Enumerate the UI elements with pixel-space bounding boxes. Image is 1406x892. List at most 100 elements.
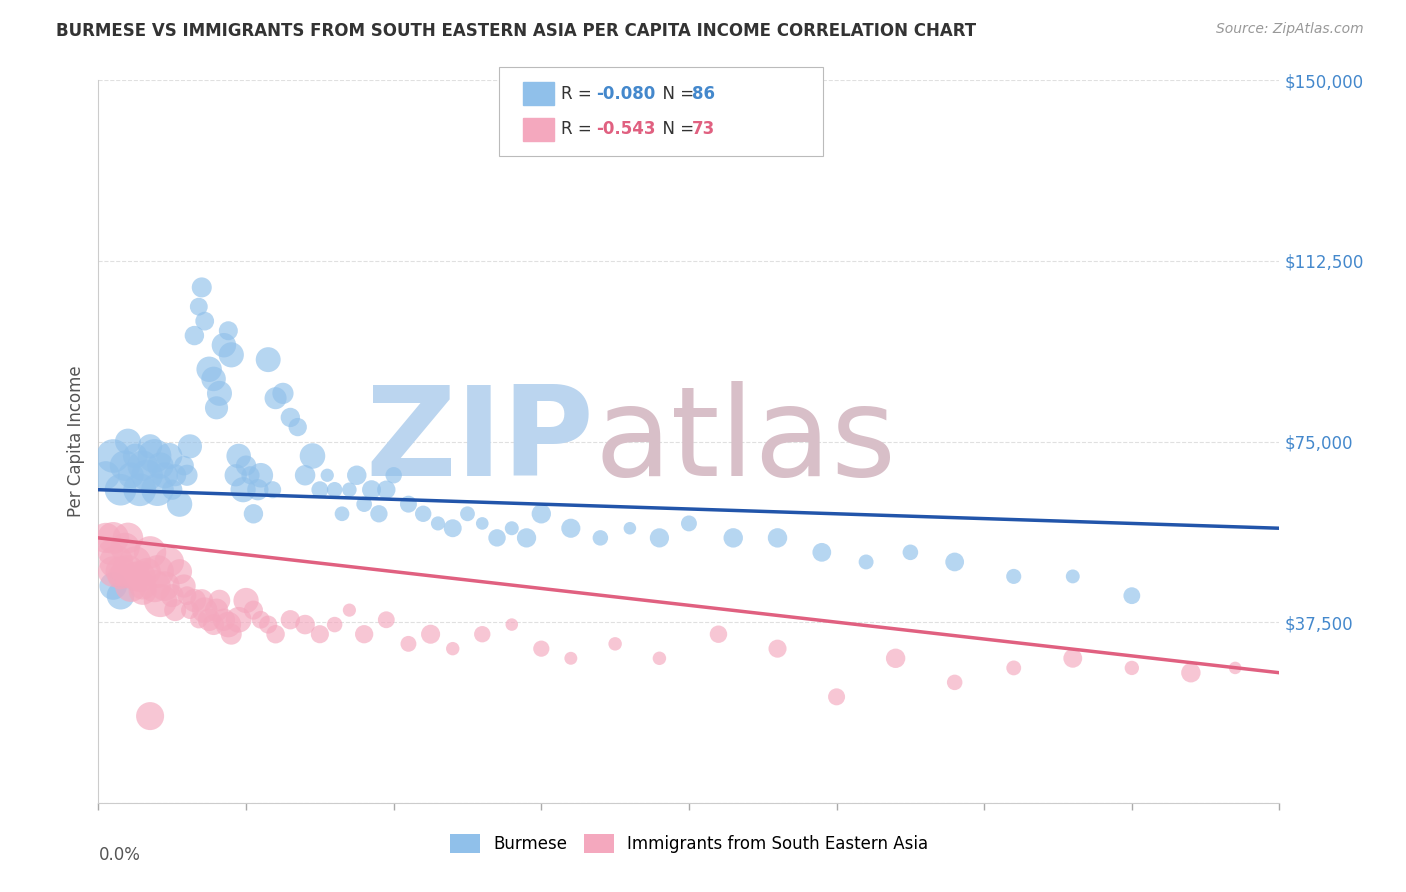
Point xyxy=(139,545,162,559)
Point xyxy=(153,468,176,483)
Point xyxy=(136,565,159,579)
Point xyxy=(280,613,302,627)
Point xyxy=(943,675,966,690)
Point xyxy=(228,613,250,627)
Point xyxy=(165,603,187,617)
Point xyxy=(221,627,243,641)
Point xyxy=(143,579,166,593)
Point xyxy=(128,569,150,583)
Point xyxy=(194,603,217,617)
Point xyxy=(162,483,183,497)
Point xyxy=(114,541,136,555)
Point xyxy=(103,449,125,463)
Point xyxy=(232,483,254,497)
Point xyxy=(103,579,125,593)
Point xyxy=(250,613,273,627)
Point xyxy=(146,565,169,579)
Point xyxy=(117,434,139,449)
Text: atlas: atlas xyxy=(595,381,897,502)
Point xyxy=(120,468,142,483)
Point xyxy=(339,483,361,497)
Point xyxy=(173,579,195,593)
Point xyxy=(855,555,877,569)
Point xyxy=(678,516,700,531)
Point xyxy=(165,468,187,483)
Point xyxy=(98,545,121,559)
Point xyxy=(246,483,269,497)
Text: ZIP: ZIP xyxy=(366,381,595,502)
Point xyxy=(194,314,217,328)
Point xyxy=(217,324,239,338)
Point xyxy=(309,627,332,641)
Point xyxy=(419,627,441,641)
Text: Source: ZipAtlas.com: Source: ZipAtlas.com xyxy=(1216,22,1364,37)
Point xyxy=(176,468,198,483)
Point xyxy=(191,593,214,607)
Point xyxy=(262,483,284,497)
Point xyxy=(530,641,553,656)
Point xyxy=(128,483,150,497)
Point xyxy=(198,362,221,376)
Point xyxy=(132,458,155,473)
Point xyxy=(183,593,205,607)
Point xyxy=(1002,661,1025,675)
Point xyxy=(294,617,316,632)
Point xyxy=(648,651,671,665)
Point xyxy=(132,579,155,593)
Text: BURMESE VS IMMIGRANTS FROM SOUTH EASTERN ASIA PER CAPITA INCOME CORRELATION CHAR: BURMESE VS IMMIGRANTS FROM SOUTH EASTERN… xyxy=(56,22,976,40)
Point xyxy=(316,468,339,483)
Legend: Burmese, Immigrants from South Eastern Asia: Burmese, Immigrants from South Eastern A… xyxy=(443,827,935,860)
Point xyxy=(94,531,117,545)
Point xyxy=(501,521,523,535)
Point xyxy=(309,483,332,497)
Point xyxy=(486,531,509,545)
Point xyxy=(143,449,166,463)
Point xyxy=(212,338,235,352)
Point xyxy=(217,617,239,632)
Point xyxy=(242,603,264,617)
Point xyxy=(117,565,139,579)
Point xyxy=(114,458,136,473)
Point xyxy=(810,545,832,559)
Point xyxy=(412,507,434,521)
Point xyxy=(560,651,582,665)
Point xyxy=(162,589,183,603)
Point xyxy=(723,531,745,545)
Point xyxy=(339,603,361,617)
Point xyxy=(257,617,280,632)
Point xyxy=(825,690,848,704)
Point xyxy=(471,516,494,531)
Point xyxy=(110,589,132,603)
Point xyxy=(375,483,398,497)
Point xyxy=(208,593,231,607)
Point xyxy=(589,531,612,545)
Point xyxy=(179,603,201,617)
Point xyxy=(560,521,582,535)
Point xyxy=(605,637,627,651)
Point xyxy=(294,468,316,483)
Text: 0.0%: 0.0% xyxy=(98,847,141,864)
Point xyxy=(149,458,172,473)
Point xyxy=(103,565,125,579)
Point xyxy=(187,613,209,627)
Text: R =: R = xyxy=(561,85,598,103)
Point xyxy=(124,569,146,583)
Point xyxy=(110,483,132,497)
Point xyxy=(157,449,180,463)
Point xyxy=(212,613,235,627)
Point xyxy=(1225,661,1247,675)
Point xyxy=(149,593,172,607)
Point xyxy=(208,386,231,401)
Point xyxy=(198,613,221,627)
Point xyxy=(516,531,538,545)
Point xyxy=(619,521,641,535)
Point xyxy=(287,420,309,434)
Point xyxy=(146,483,169,497)
Point xyxy=(330,507,353,521)
Point xyxy=(169,497,191,511)
Point xyxy=(139,709,162,723)
Point xyxy=(235,593,257,607)
Point xyxy=(382,468,405,483)
Point xyxy=(301,449,323,463)
Point xyxy=(271,386,294,401)
